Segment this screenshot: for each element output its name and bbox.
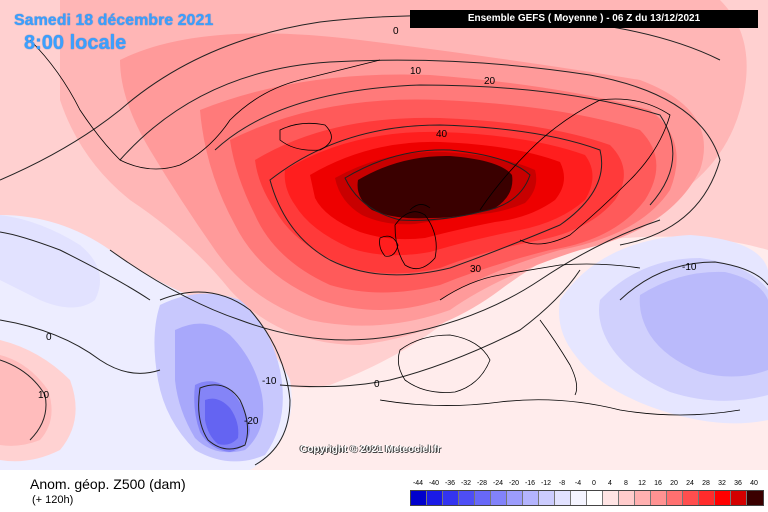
contour-30 [269,124,603,276]
colorbar-swatch [571,491,587,505]
colorbar-tick-label: -32 [460,480,472,487]
colorbar-tick-label: -16 [524,480,536,487]
colorbar-tick-label: 32 [718,480,726,487]
colorbar-swatch [619,491,635,505]
colorbar-swatch [667,491,683,505]
contour-10 [119,59,721,246]
colorbar-tick-label: 28 [702,480,710,487]
contour-label-0-atl: 0 [374,379,380,390]
colorbar-tick-label: -28 [476,480,488,487]
colorbar-swatch [731,491,747,505]
colorbar-swatch [699,491,715,505]
contour-20 [214,84,674,206]
contour-minus20-atl [198,384,249,450]
colorbar-tick-label: 40 [750,480,758,487]
colorbar-swatch [443,491,459,505]
geopotential-anomaly-map: 0 10 20 40 30 10 0 0 -10 -20 -10 [0,0,768,470]
contour-label-0-west: 0 [46,332,52,343]
contour-label-0-top: 0 [393,26,399,37]
valid-time: 8:00 locale [24,32,127,54]
colorbar-tick-label: -8 [558,480,566,487]
colorbar-tick-label: 16 [654,480,662,487]
colorbar-tick-label: -12 [540,480,552,487]
colorbar-swatch [651,491,667,505]
colorbar-swatch [459,491,475,505]
contour-label-40: 40 [436,129,448,140]
contour-10-sw [0,359,47,441]
colorbar-tick-label: -36 [444,480,456,487]
colorbar-swatch [539,491,555,505]
colorbar-swatch [523,491,539,505]
europe-coast [439,263,641,301]
colorbar-swatch [747,491,763,505]
anomaly-fill-minus12-east [639,271,768,377]
colorbar-tick-label: -4 [574,480,582,487]
contour-minus10-atl [159,291,291,466]
british-isles-coast [394,211,437,270]
colorbar-tick-label: -44 [412,480,424,487]
model-run-banner: Ensemble GEFS ( Moyenne ) - 06 Z du 13/1… [410,10,758,28]
variable-label: Anom. géop. Z500 (dam) [30,476,186,492]
contour-minus10-east [619,261,768,301]
colorbar-tick-label: -24 [492,480,504,487]
colorbar-tick-label: 36 [734,480,742,487]
colorbar-swatch [555,491,571,505]
copyright-text: Copyright © 2021 Meteociel.fr [300,444,441,455]
valid-date: Samedi 18 décembre 2021 [14,12,214,29]
contour-10-south [109,219,661,341]
contour-label-30: 30 [470,264,482,275]
colorbar-swatch [635,491,651,505]
colorbar-labels: -44 -40 -36 -32 -28 -24 -20 -16 -12 -8 -4 0 4 8 12 16 20… [410,480,758,490]
contour-40 [344,149,531,221]
contour-label-minus-20: -20 [244,416,259,427]
colorbar-tick-label: 0 [592,480,596,487]
colorbar-tick-label: 24 [686,480,694,487]
contour-0-atl [0,231,151,301]
contour-label-minus-10-east: -10 [682,262,697,273]
anomaly-max-core [357,155,513,219]
africa-coast [379,399,741,416]
iberia-coast [397,334,491,393]
greenland-coast [29,39,381,170]
colorbar-tick-label: -40 [428,480,440,487]
anomaly-fill-plus8-sw [0,355,52,446]
colorbar-swatch [603,491,619,505]
contour-lines [0,14,768,466]
contour-label-minus-10: -10 [262,376,277,387]
colorbar-swatch [491,491,507,505]
scotland-coast [409,204,431,211]
colorbar-swatch [475,491,491,505]
colorbar-swatch [507,491,523,505]
colorbar-tick-label: 20 [670,480,678,487]
scandinavia-coast [479,98,671,245]
contour-label-10-north: 10 [410,66,422,77]
colorbar-swatch [683,491,699,505]
coastlines [29,39,741,416]
colorbar-tick-label: 4 [608,480,612,487]
contour-0-mid [279,269,581,388]
contour-0-south [0,319,161,374]
iceland-coast [279,122,332,151]
colorbar-tick-label: 8 [624,480,628,487]
colorbar-swatch [715,491,731,505]
colorbar-tick-label: 12 [638,480,646,487]
colorbar-swatch [587,491,603,505]
colorbar-swatch [411,491,427,505]
colorbar-tick-label: -20 [508,480,520,487]
anomaly-fill-minus20-atl [205,398,239,445]
colorbar [410,490,764,506]
contour-label-20-north: 20 [484,76,496,87]
contour-label-10-far-west: 10 [38,390,50,401]
italy-coast [539,319,578,396]
ireland-coast [379,235,399,257]
colorbar-swatch [427,491,443,505]
lead-time-label: (+ 120h) [32,494,74,506]
